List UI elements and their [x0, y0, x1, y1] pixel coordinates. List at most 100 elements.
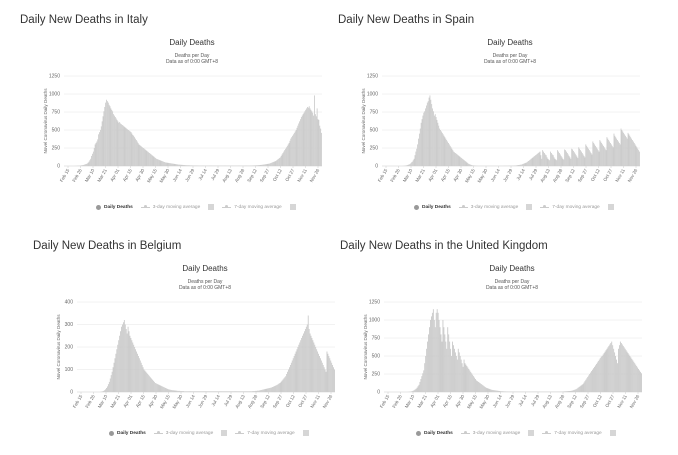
bar	[566, 152, 567, 166]
bar	[613, 147, 614, 166]
bar	[636, 146, 637, 166]
bar	[425, 356, 426, 392]
x-tick-label: Aug 13	[541, 394, 553, 409]
legend-item-daily-deaths[interactable]: Daily Deaths	[96, 205, 133, 210]
bar	[141, 363, 142, 392]
bar	[144, 370, 145, 393]
bar	[430, 95, 431, 166]
bar	[614, 136, 615, 166]
bar	[171, 163, 172, 166]
bar	[533, 157, 534, 166]
bar	[588, 375, 589, 392]
bar	[150, 377, 151, 392]
bar	[327, 352, 328, 393]
bar	[169, 390, 170, 392]
bar	[594, 367, 595, 392]
bar	[575, 154, 576, 166]
bar	[276, 160, 277, 166]
bar	[463, 367, 464, 392]
bar	[436, 313, 437, 392]
legend-item-7day[interactable]: 7-day moving average	[540, 205, 599, 210]
bar	[293, 358, 294, 392]
bar	[440, 130, 441, 166]
legend-item-daily-deaths[interactable]: Daily Deaths	[109, 431, 146, 436]
legend-label: Daily Deaths	[422, 205, 451, 210]
x-tick-label: Jun 29	[504, 394, 515, 409]
y-tick-label: 1250	[49, 74, 60, 80]
checkbox-icon[interactable]	[608, 204, 614, 210]
legend-item-7day[interactable]: 7-day moving average	[542, 431, 601, 436]
bar	[172, 164, 173, 166]
bar	[477, 381, 478, 392]
bar	[165, 162, 166, 166]
x-tick-label: Apr 01	[122, 394, 133, 409]
bar	[530, 160, 531, 166]
legend-item-7day[interactable]: 7-day moving average	[235, 431, 294, 436]
bar	[582, 385, 583, 392]
legend-item-3day[interactable]: 3-day moving average	[459, 205, 518, 210]
bar	[537, 154, 538, 166]
bar	[624, 134, 625, 166]
legend-item-3day[interactable]: 3-day moving average	[461, 431, 520, 436]
bar	[282, 380, 283, 392]
checkbox-icon[interactable]	[526, 204, 532, 210]
bar	[533, 157, 534, 166]
checkbox-icon[interactable]	[208, 204, 214, 210]
checkbox-icon[interactable]	[610, 430, 616, 436]
bar	[102, 121, 103, 166]
bar	[618, 142, 619, 166]
bar	[131, 340, 132, 392]
bar	[142, 147, 143, 166]
bar	[448, 334, 449, 392]
bar	[95, 144, 96, 166]
bar	[415, 389, 416, 392]
bar	[89, 160, 90, 166]
legend-item-daily-deaths[interactable]: Daily Deaths	[414, 205, 451, 210]
checkbox-icon[interactable]	[303, 430, 309, 436]
bar	[459, 352, 460, 392]
y-tick-label: 400	[65, 300, 74, 306]
bar	[110, 106, 111, 166]
bar	[138, 356, 139, 392]
legend-label: 3-day moving average	[473, 431, 520, 436]
x-tick-label: Apr 30	[454, 394, 465, 409]
bar	[544, 153, 545, 166]
legend-item-7day[interactable]: 7-day moving average	[222, 205, 281, 210]
bar	[475, 379, 476, 392]
bar	[457, 154, 458, 166]
bar	[283, 152, 284, 166]
bar	[292, 361, 293, 393]
bar	[140, 146, 141, 166]
bar	[459, 157, 460, 166]
x-tick-label: May 30	[158, 168, 170, 184]
checkbox-icon[interactable]	[290, 204, 296, 210]
bar	[329, 358, 330, 392]
legend-item-3day[interactable]: 3-day moving average	[154, 431, 213, 436]
legend-item-3day[interactable]: 3-day moving average	[141, 205, 200, 210]
bar	[152, 155, 153, 166]
checkbox-icon[interactable]	[528, 430, 534, 436]
bar	[573, 151, 574, 166]
bar	[485, 387, 486, 392]
bar	[581, 386, 582, 392]
bar	[266, 389, 267, 392]
bar	[472, 375, 473, 392]
bar	[299, 343, 300, 393]
bar	[609, 142, 610, 166]
bar	[536, 154, 537, 166]
bar	[559, 153, 560, 166]
bar	[297, 126, 298, 166]
legend-label: 7-day moving average	[234, 205, 281, 210]
y-tick-label: 300	[65, 322, 74, 328]
bar	[155, 158, 156, 166]
legend-line-icon	[235, 433, 244, 434]
legend-item-daily-deaths[interactable]: Daily Deaths	[416, 431, 453, 436]
x-tick-label: May 15	[159, 394, 171, 410]
legend: Daily Deaths 3-day moving average 7-day …	[416, 430, 624, 436]
checkbox-icon[interactable]	[221, 430, 227, 436]
bar	[596, 147, 597, 166]
bar	[166, 388, 167, 392]
bar	[612, 345, 613, 392]
bar	[135, 139, 136, 166]
bar	[290, 141, 291, 166]
